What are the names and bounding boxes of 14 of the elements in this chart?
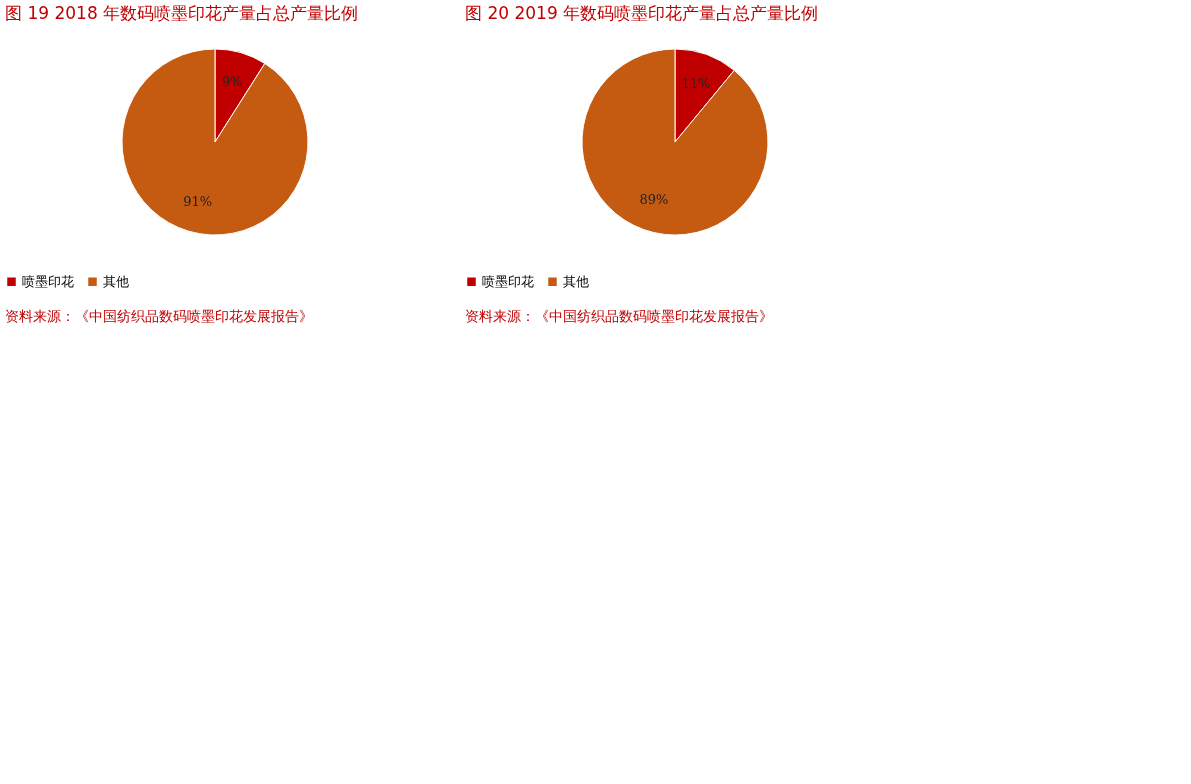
pie-slice (581, 48, 769, 236)
data-label: 89% (639, 192, 669, 208)
text: 资料来源：《中国纺织品数码喷墨印花发展报告》 (5, 308, 313, 324)
legend-label: 喷墨印花 (22, 273, 74, 289)
chart-title: 图 20 2019 年数码喷墨印花产量占总产量比例 (465, 3, 819, 23)
chart-title: 图 19 2018 年数码喷墨印花产量占总产量比例 (5, 3, 359, 23)
legend-label: 其他 (563, 273, 589, 289)
text: 资料来源：《中国纺织品数码喷墨印花发展报告》 (465, 308, 773, 324)
legend-label: 喷墨印花 (482, 273, 534, 289)
pie-slice (121, 48, 309, 236)
data-label: 11% (681, 75, 711, 91)
legend-label: 其他 (103, 273, 129, 289)
data-label: 9% (221, 74, 243, 90)
data-label: 91% (183, 193, 213, 209)
